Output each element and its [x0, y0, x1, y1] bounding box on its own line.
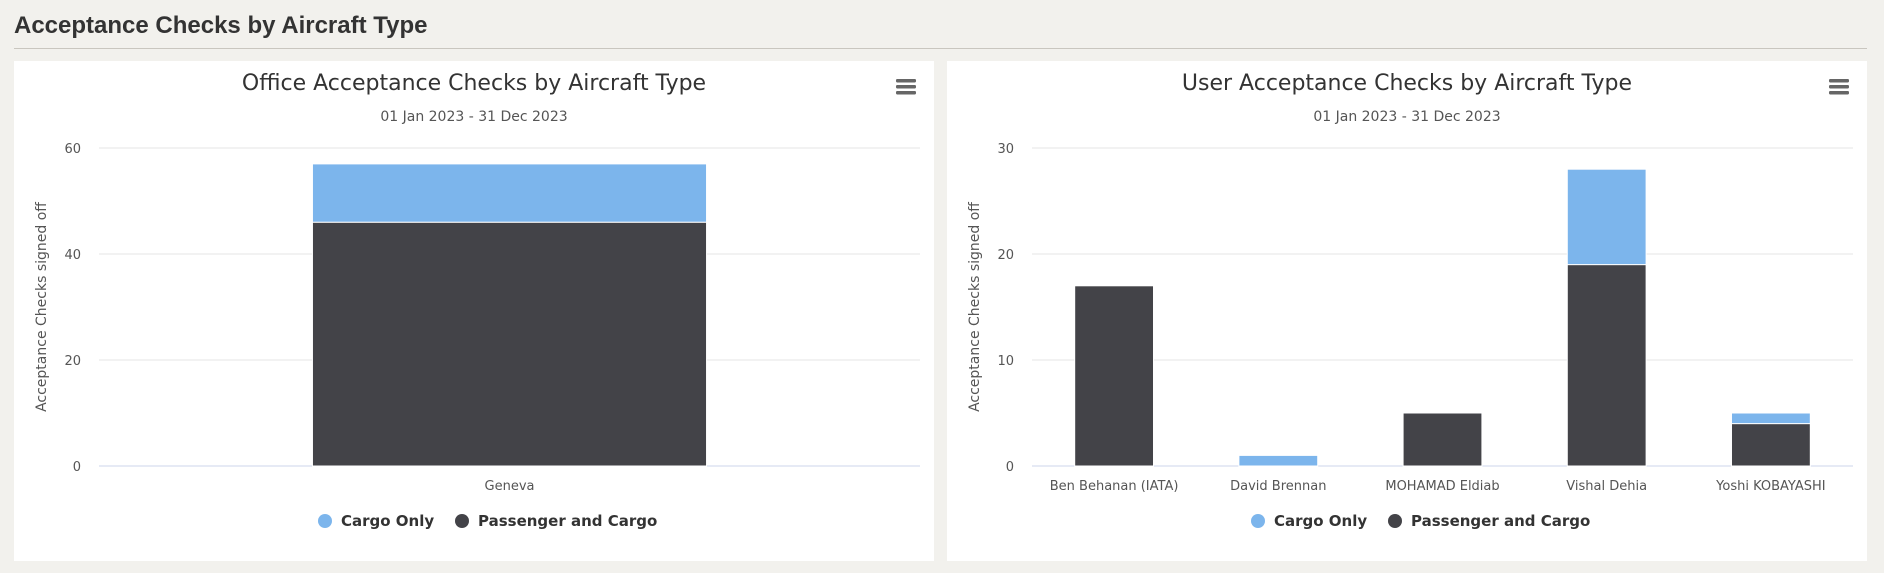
x-tick-label: Geneva — [485, 479, 535, 494]
legend-label: Cargo Only — [1274, 512, 1367, 530]
bar-passenger-and-cargo — [311, 221, 708, 467]
legend-marker — [318, 514, 332, 528]
y-tick-label: 0 — [1006, 460, 1014, 475]
x-tick-label: MOHAMAD Eldiab — [1385, 479, 1499, 494]
chart-menu-icon[interactable] — [1829, 79, 1849, 95]
chart-subtitle: 01 Jan 2023 - 31 Dec 2023 — [380, 109, 567, 125]
legend-label: Cargo Only — [341, 512, 434, 530]
y-tick-label: 20 — [997, 248, 1014, 263]
bar-cargo-only — [1238, 454, 1319, 467]
menu-line-2 — [1829, 91, 1849, 95]
user-chart: User Acceptance Checks by Aircraft Type 0… — [967, 71, 1853, 530]
user-chart-panel: User Acceptance Checks by Aircraft Type 0… — [947, 61, 1867, 561]
chart-menu-icon[interactable] — [896, 79, 916, 95]
chart-subtitle: 01 Jan 2023 - 31 Dec 2023 — [1313, 109, 1500, 125]
x-tick-label: Vishal Dehia — [1566, 479, 1647, 494]
y-tick-label: 60 — [64, 142, 81, 157]
office-chart-panel: Office Acceptance Checks by Aircraft Typ… — [14, 61, 934, 561]
legend-item[interactable]: Cargo Only — [318, 512, 434, 530]
chart-title: Office Acceptance Checks by Aircraft Typ… — [242, 71, 706, 96]
legend-item[interactable]: Passenger and Cargo — [1388, 512, 1590, 530]
y-tick-label: 40 — [64, 248, 81, 263]
menu-line-0 — [896, 79, 916, 83]
y-axis-label: Acceptance Checks signed off — [34, 202, 50, 412]
page-header: Acceptance Checks by Aircraft Type — [14, 10, 1867, 49]
bar-cargo-only — [1730, 412, 1811, 425]
y-tick-label: 0 — [73, 460, 81, 475]
bar-passenger-and-cargo — [1402, 412, 1483, 467]
x-tick-label: David Brennan — [1230, 479, 1326, 494]
y-tick-label: 30 — [997, 142, 1014, 157]
bar-cargo-only — [1566, 168, 1647, 266]
menu-line-0 — [1829, 79, 1849, 83]
menu-line-1 — [1829, 85, 1849, 89]
chart-legend: Cargo Only Passenger and Cargo — [1251, 512, 1590, 530]
y-axis-label: Acceptance Checks signed off — [967, 202, 983, 412]
bar-passenger-and-cargo — [1566, 264, 1647, 467]
menu-line-1 — [896, 85, 916, 89]
bar-passenger-and-cargo — [1074, 285, 1155, 467]
chart-title: User Acceptance Checks by Aircraft Type — [1182, 71, 1632, 96]
legend-item[interactable]: Cargo Only — [1251, 512, 1367, 530]
office-chart: Office Acceptance Checks by Aircraft Typ… — [34, 71, 920, 530]
legend-label: Passenger and Cargo — [1411, 512, 1590, 530]
y-tick-label: 10 — [997, 354, 1014, 369]
x-tick-label: Ben Behanan (IATA) — [1050, 479, 1179, 494]
x-tick-label: Yoshi KOBAYASHI — [1715, 479, 1825, 494]
y-tick-label: 20 — [64, 354, 81, 369]
menu-line-2 — [896, 91, 916, 95]
legend-item[interactable]: Passenger and Cargo — [455, 512, 657, 530]
legend-marker — [1388, 514, 1402, 528]
chart-legend: Cargo Only Passenger and Cargo — [318, 512, 657, 530]
page-title: Acceptance Checks by Aircraft Type — [14, 12, 428, 39]
bar-cargo-only — [311, 163, 708, 223]
legend-marker — [455, 514, 469, 528]
legend-marker — [1251, 514, 1265, 528]
legend-label: Passenger and Cargo — [478, 512, 657, 530]
bar-passenger-and-cargo — [1730, 423, 1811, 467]
